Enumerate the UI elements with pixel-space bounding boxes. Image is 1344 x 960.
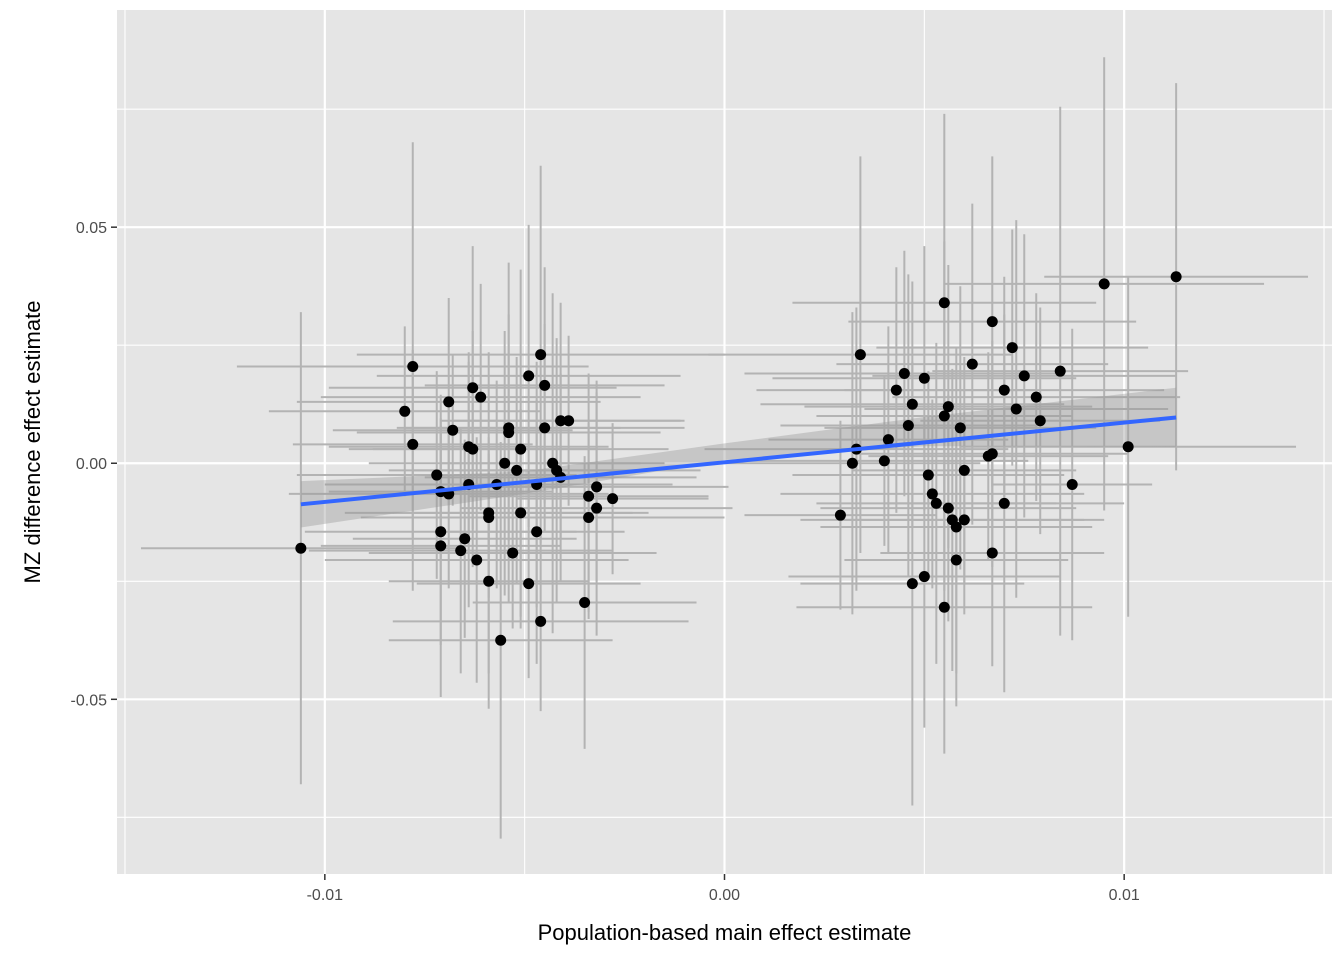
data-point — [591, 502, 603, 514]
data-point — [523, 370, 535, 382]
data-point — [555, 415, 567, 427]
data-point — [459, 533, 471, 545]
data-point — [523, 578, 535, 590]
y-tick-label: 0.00 — [76, 456, 107, 473]
data-point — [878, 455, 890, 467]
data-point — [455, 545, 467, 557]
data-point — [431, 469, 443, 481]
data-point — [898, 368, 910, 380]
data-point — [922, 469, 934, 481]
data-point — [503, 427, 515, 439]
data-point — [950, 554, 962, 566]
y-axis-title: MZ difference effect estimate — [20, 301, 45, 584]
data-point — [483, 575, 495, 587]
data-point — [535, 615, 547, 627]
data-point — [930, 497, 942, 509]
data-point — [583, 490, 595, 502]
data-point — [1066, 478, 1078, 490]
data-point — [854, 349, 866, 361]
data-point — [942, 401, 954, 413]
data-point — [966, 358, 978, 370]
data-point — [938, 297, 950, 309]
x-axis-title: Population-based main effect estimate — [538, 920, 912, 945]
data-points — [295, 271, 1182, 646]
data-point — [1006, 342, 1018, 354]
x-tick-label: 0.00 — [709, 887, 740, 904]
data-point — [906, 398, 918, 410]
data-point — [583, 512, 595, 524]
data-point — [471, 554, 483, 566]
data-point — [539, 422, 551, 434]
data-point — [515, 507, 527, 519]
data-point — [591, 481, 603, 493]
data-point — [499, 457, 511, 469]
data-point — [958, 464, 970, 476]
data-point — [950, 521, 962, 533]
data-point — [926, 488, 938, 500]
y-tick-label: -0.05 — [71, 692, 108, 709]
y-tick-label: 0.05 — [76, 220, 107, 237]
data-point — [295, 542, 307, 554]
data-point — [918, 571, 930, 583]
grid-major — [117, 10, 1332, 874]
data-point — [938, 601, 950, 613]
data-point — [1122, 441, 1134, 453]
data-point — [435, 540, 447, 552]
data-point — [579, 597, 591, 609]
data-point — [563, 415, 575, 427]
data-point — [906, 578, 918, 590]
data-point — [942, 502, 954, 514]
data-point — [1010, 403, 1022, 415]
data-point — [1030, 391, 1042, 403]
data-point — [958, 514, 970, 526]
data-point — [399, 405, 411, 417]
data-point — [1170, 271, 1182, 283]
data-point — [834, 509, 846, 521]
regression-line — [300, 415, 1177, 507]
data-point — [407, 360, 419, 372]
axis-ticks: -0.01 0.00 0.01 -0.05 0.00 0.05 — [71, 220, 1140, 904]
data-point — [1098, 278, 1110, 290]
data-point — [435, 526, 447, 538]
data-point — [882, 434, 894, 446]
data-point — [986, 316, 998, 328]
plot-layer — [140, 57, 1309, 839]
data-point — [1034, 415, 1046, 427]
data-point — [938, 410, 950, 422]
data-point — [1054, 365, 1066, 377]
confidence-ribbon — [300, 387, 1177, 528]
data-point — [467, 382, 479, 394]
data-point — [507, 547, 519, 559]
data-point — [483, 507, 495, 519]
x-tick-label: -0.01 — [307, 887, 344, 904]
data-point — [511, 464, 523, 476]
data-point — [998, 497, 1010, 509]
data-point — [447, 424, 459, 436]
data-point — [495, 634, 507, 646]
data-point — [607, 493, 619, 505]
data-point — [467, 443, 479, 455]
data-point — [443, 396, 455, 408]
data-point — [407, 438, 419, 450]
x-tick-label: 0.01 — [1109, 887, 1140, 904]
data-point — [515, 443, 527, 455]
data-point — [902, 419, 914, 431]
data-point — [890, 384, 902, 396]
data-point — [539, 379, 551, 391]
data-point — [475, 391, 487, 403]
data-point — [918, 372, 930, 384]
data-point — [535, 349, 547, 361]
data-point — [954, 422, 966, 434]
data-point — [531, 526, 543, 538]
data-point — [1018, 370, 1030, 382]
data-point — [986, 547, 998, 559]
data-point — [846, 457, 858, 469]
data-point — [998, 384, 1010, 396]
data-point — [986, 448, 998, 460]
